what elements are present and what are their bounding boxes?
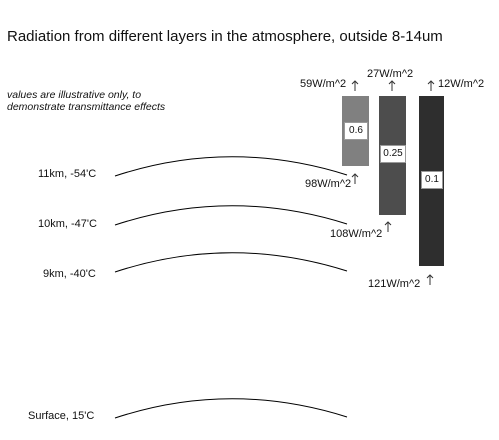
diagram-title: Radiation from different layers in the a… — [7, 28, 443, 45]
layer-label-11km: 11km, -54'C — [38, 168, 97, 180]
transmittance-value-2: 0.25 — [380, 145, 406, 163]
layer-label-surface: Surface, 15'C — [28, 410, 95, 422]
layer-curve-11km — [114, 156, 348, 177]
up-arrow-icon — [426, 274, 434, 285]
transmittance-value-3: 0.1 — [421, 171, 443, 189]
bottom-flux-1: 98W/m^2 — [305, 178, 352, 190]
transmittance-value-1: 0.6 — [344, 122, 368, 140]
bottom-flux-3: 121W/m^2 — [368, 278, 421, 290]
up-arrow-icon — [388, 80, 396, 91]
layer-label-10km: 10km, -47'C — [38, 218, 97, 230]
layer-curve-9km — [114, 252, 348, 273]
up-arrow-icon — [384, 221, 392, 232]
up-arrow-icon — [351, 173, 359, 184]
layer-curve-surface — [114, 398, 348, 419]
layer-curve-10km — [114, 205, 348, 226]
top-flux-2: 27W/m^2 — [367, 68, 414, 80]
layer-label-9km: 9km, -40'C — [43, 268, 96, 280]
illustrative-note: values are illustrative only, to demonst… — [7, 89, 166, 113]
top-flux-1: 59W/m^2 — [300, 78, 347, 90]
top-flux-3: 12W/m^2 — [438, 78, 485, 90]
up-arrow-icon — [427, 80, 435, 91]
bottom-flux-2: 108W/m^2 — [330, 228, 383, 240]
up-arrow-icon — [351, 80, 359, 91]
